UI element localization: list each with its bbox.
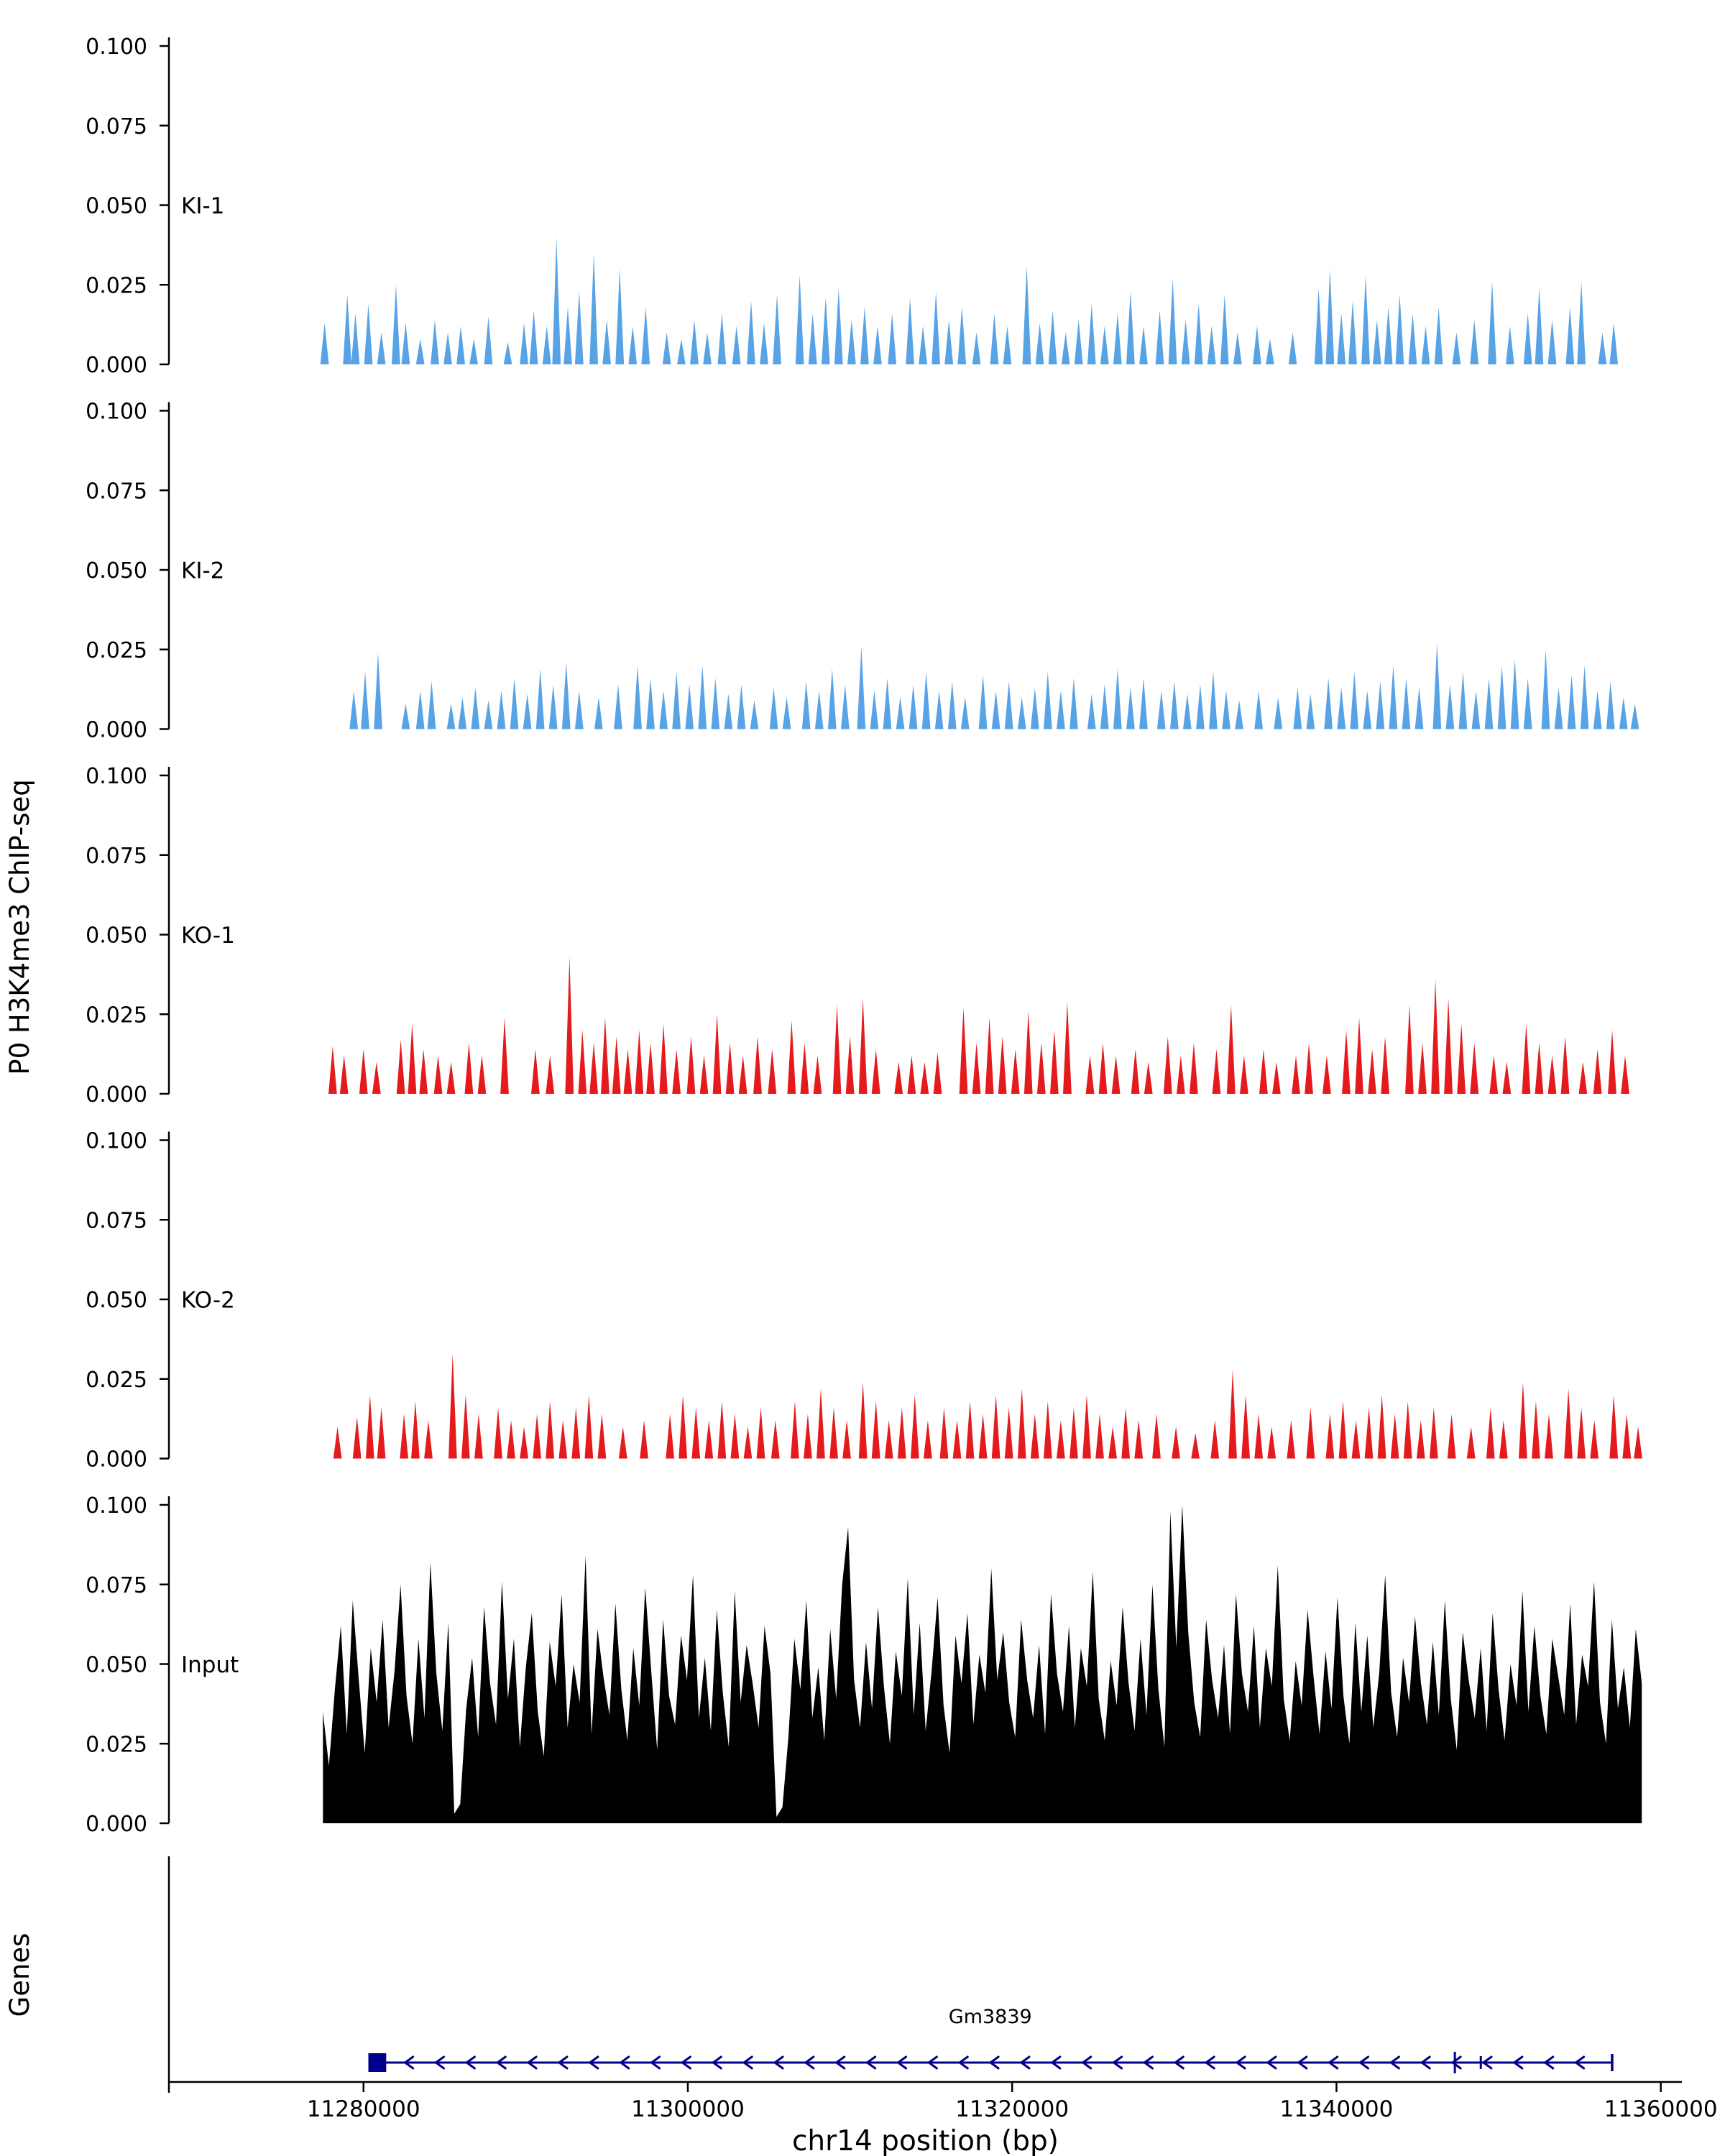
- track-label: KO-1: [181, 923, 235, 949]
- coverage-peaks-ko-1: [328, 957, 1629, 1094]
- gene-strand-arrow: [1420, 2055, 1431, 2070]
- track-label: KI-1: [181, 193, 224, 219]
- gene-strand-arrow: [773, 2055, 784, 2070]
- track-label: Input: [181, 1652, 239, 1678]
- gene-strand-arrow: [1236, 2055, 1246, 2070]
- y-tick-label: 0.075: [86, 1208, 147, 1233]
- gene-strand-arrow: [804, 2055, 815, 2070]
- y-tick-label: 0.000: [86, 1447, 147, 1473]
- gene-strand-arrow: [681, 2055, 691, 2070]
- y-tick-label: 0.050: [86, 194, 147, 219]
- y-tick-label: 0.050: [86, 923, 147, 949]
- coverage-peaks-ki-2: [349, 642, 1639, 729]
- y-tick-label: 0.025: [86, 273, 147, 298]
- coverage-peaks-ki-1: [320, 236, 1619, 364]
- y-tick-label: 0.100: [86, 1129, 147, 1154]
- gene-strand-arrow: [927, 2055, 938, 2070]
- gene-strand-arrow: [989, 2055, 1000, 2070]
- gene-exon-box: [368, 2053, 387, 2072]
- coverage-area-input: [323, 1505, 1642, 1823]
- track-label: KO-2: [181, 1288, 235, 1314]
- x-tick-label: 11300000: [631, 2096, 745, 2122]
- gene-strand-arrow: [1513, 2055, 1524, 2070]
- gene-strand-arrow: [558, 2055, 569, 2070]
- y-tick-label: 0.025: [86, 1368, 147, 1393]
- gene-strand-arrow: [465, 2055, 476, 2070]
- coverage-peaks-ko-2: [333, 1353, 1642, 1459]
- gene-strand-arrow: [527, 2055, 538, 2070]
- gene-strand-arrow: [742, 2055, 753, 2070]
- genes-axis-label: Genes: [4, 1933, 35, 2017]
- y-tick-label: 0.100: [86, 400, 147, 425]
- gene-strand-arrow: [650, 2055, 661, 2070]
- y-tick-label: 0.050: [86, 1288, 147, 1313]
- gene-strand-arrow: [1297, 2055, 1308, 2070]
- gene-strand-arrow: [897, 2055, 908, 2070]
- gene-strand-arrow: [1266, 2055, 1277, 2070]
- gene-strand-arrow: [435, 2055, 446, 2070]
- gene-strand-arrow: [1205, 2055, 1215, 2070]
- x-tick-label: 11340000: [1280, 2096, 1394, 2122]
- y-tick-label: 0.000: [86, 1812, 147, 1837]
- gene-strand-arrow: [589, 2055, 599, 2070]
- y-tick-label: 0.000: [86, 353, 147, 378]
- y-tick-label: 0.050: [86, 558, 147, 584]
- x-axis-title: chr14 position (bp): [792, 2125, 1059, 2156]
- gene-strand-arrow: [1082, 2055, 1092, 2070]
- gene-strand-arrow: [866, 2055, 877, 2070]
- gene-strand-arrow: [1020, 2055, 1031, 2070]
- gene-strand-arrow: [1482, 2055, 1493, 2070]
- y-tick-label: 0.025: [86, 1732, 147, 1757]
- y-tick-label: 0.000: [86, 1082, 147, 1107]
- y-tick-label: 0.075: [86, 114, 147, 139]
- gene-label: Gm3839: [949, 2006, 1032, 2028]
- gene-strand-arrow: [1113, 2055, 1123, 2070]
- y-tick-label: 0.075: [86, 479, 147, 504]
- gene-strand-arrow: [835, 2055, 846, 2070]
- y-tick-label: 0.025: [86, 1003, 147, 1028]
- y-tick-label: 0.100: [86, 1493, 147, 1519]
- gene-strand-arrow: [496, 2055, 507, 2070]
- gene-strand-arrow: [1389, 2055, 1400, 2070]
- y-tick-label: 0.100: [86, 34, 147, 60]
- gene-strand-arrow: [1143, 2055, 1154, 2070]
- y-tick-label: 0.025: [86, 638, 147, 663]
- y-tick-label: 0.075: [86, 1573, 147, 1598]
- gene-strand-arrow: [1451, 2055, 1462, 2070]
- y-tick-label: 0.050: [86, 1653, 147, 1678]
- track-label: KI-2: [181, 558, 224, 584]
- gene-strand-arrow: [1544, 2055, 1555, 2070]
- gene-strand-arrow: [404, 2055, 415, 2070]
- gene-strand-arrow: [1575, 2055, 1586, 2070]
- x-tick-label: 11320000: [955, 2096, 1069, 2122]
- y-tick-label: 0.000: [86, 718, 147, 743]
- y-tick-label: 0.100: [86, 764, 147, 789]
- gene-strand-arrow: [1359, 2055, 1370, 2070]
- gene-strand-arrow: [1051, 2055, 1062, 2070]
- gene-strand-arrow: [1174, 2055, 1184, 2070]
- gene-strand-arrow: [958, 2055, 969, 2070]
- gene-strand-arrow: [712, 2055, 722, 2070]
- x-tick-label: 11280000: [307, 2096, 420, 2122]
- y-axis-label: P0 H3K4me3 ChIP-seq: [4, 779, 35, 1074]
- x-tick-label: 11360000: [1604, 2096, 1718, 2122]
- y-tick-label: 0.075: [86, 844, 147, 869]
- gene-strand-arrow: [1328, 2055, 1339, 2070]
- gene-strand-arrow: [620, 2055, 630, 2070]
